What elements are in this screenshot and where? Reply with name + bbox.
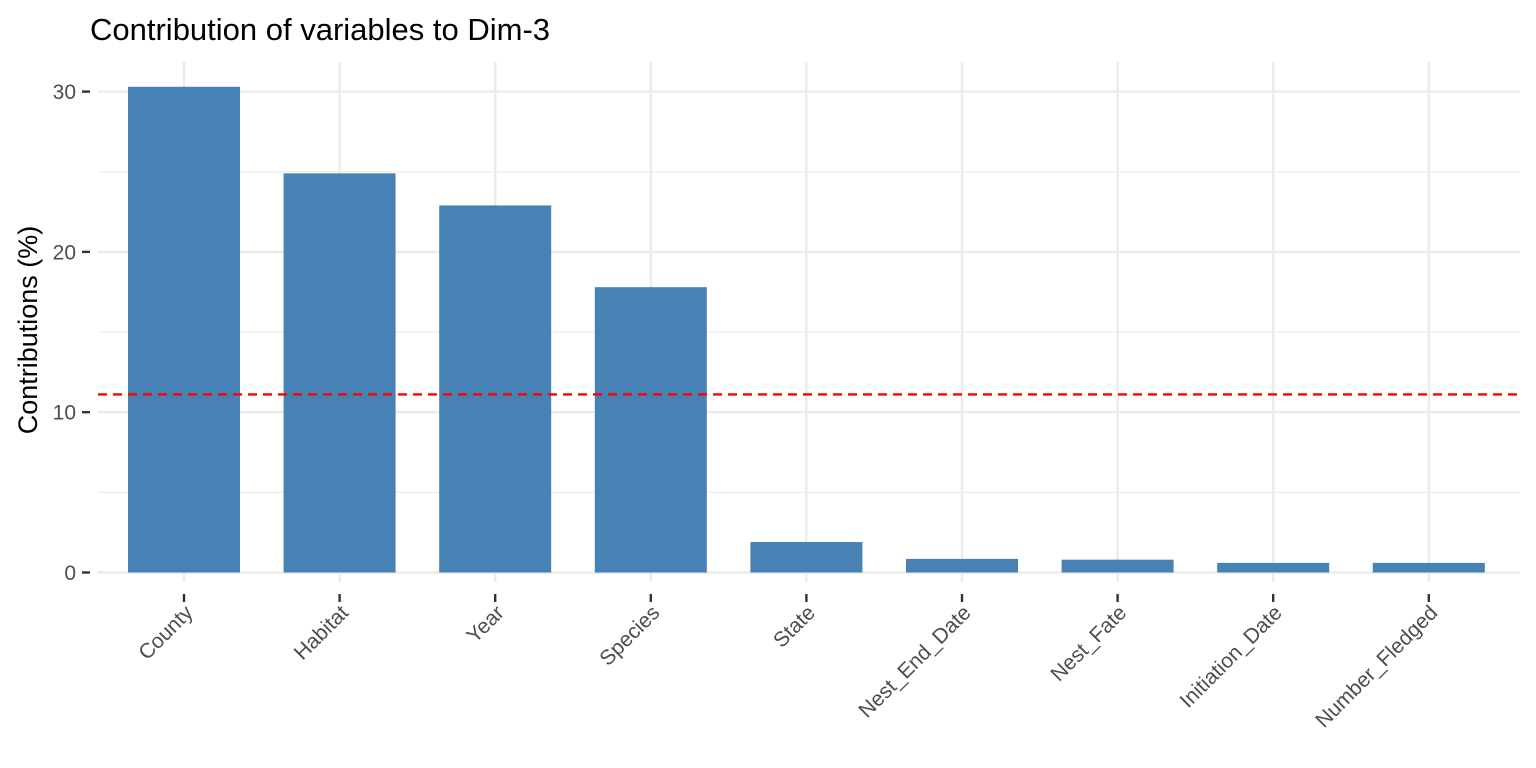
bar-species (594, 287, 707, 573)
x-tick-label: Species (595, 601, 664, 670)
bar-habitat (283, 173, 396, 573)
bars (128, 86, 1485, 573)
y-tick-label: 10 (53, 402, 76, 425)
chart-title: Contribution of variables to Dim-3 (90, 12, 550, 47)
x-tick-label: Year (462, 601, 508, 647)
bar-nest-end-date (906, 558, 1018, 573)
x-tick-label: Habitat (290, 601, 353, 664)
y-tick-label: 0 (64, 562, 76, 585)
y-tick-label: 30 (53, 81, 76, 104)
x-tick-label: Number_Fledged (1311, 601, 1442, 732)
x-tick-label: County (134, 601, 198, 665)
bar-county (128, 86, 240, 573)
bar-initiation-date (1217, 562, 1330, 573)
x-tick-label: Nest_Fate (1046, 601, 1131, 686)
axis-ticks: 0 10 20 30 County Habitat Year Species State Nest… (53, 81, 1443, 732)
y-tick-label: 20 (53, 241, 76, 264)
bar-year (439, 205, 552, 573)
x-tick-label: State (769, 601, 820, 652)
y-axis-title: Contributions (%) (13, 226, 43, 435)
x-tick-label: Nest_End_Date (854, 601, 975, 722)
bar-number-fledged (1372, 562, 1485, 573)
x-tick-label: Initiation_Date (1176, 601, 1287, 712)
bar-state (750, 542, 863, 573)
bar-nest-fate (1061, 559, 1174, 573)
